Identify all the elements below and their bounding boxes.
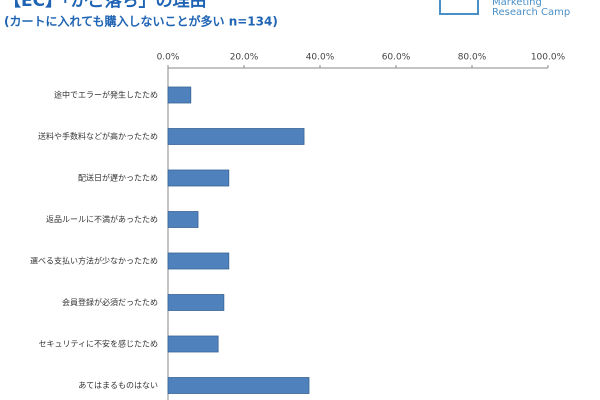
x-tick-label: 40.0% [306, 53, 335, 63]
x-tick-label: 0.0% [157, 53, 180, 63]
bar [167, 128, 305, 145]
logo-mark [439, 0, 479, 15]
y-tick-label: 選べる支払い方法が少なかったため [30, 256, 158, 266]
bar [167, 86, 192, 104]
bar [167, 252, 230, 270]
y-tick-label: セキュリティに不安を感じたため [38, 339, 158, 349]
y-tick-label: 会員登録が必須だったため [62, 297, 158, 307]
bar [167, 335, 219, 353]
bar [167, 294, 225, 311]
x-tick-label: 80.0% [458, 53, 487, 63]
logo-text: Marketing [492, 0, 542, 8]
logo-text: Research Camp [492, 7, 570, 18]
y-tick-label: 送料や手数料などが高かったため [38, 131, 158, 141]
y-tick-label: あてはまるものはない [78, 381, 158, 390]
chart-subtitle: (カートに入れても購入しないことが多い n=134) [4, 14, 278, 29]
y-tick-label: 途中でエラーが発生したため [54, 90, 158, 100]
bar [167, 169, 230, 187]
bar [167, 377, 310, 394]
x-tick-label: 20.0% [230, 53, 259, 63]
x-tick-label: 100.0% [531, 53, 566, 63]
y-tick-label: 配送日が遅かったため [78, 173, 158, 183]
chart-title: 【EC】「かご落ち」の理由 [4, 0, 207, 11]
x-tick-label: 60.0% [382, 53, 411, 63]
bar [167, 211, 199, 228]
y-tick-label: 返品ルールに不満があったため [46, 214, 158, 224]
